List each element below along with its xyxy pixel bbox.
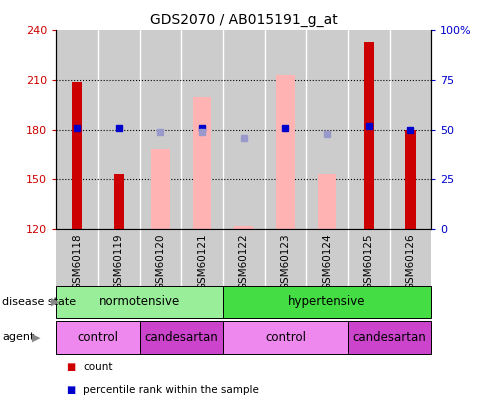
Bar bbox=[151, 149, 170, 229]
Text: control: control bbox=[77, 331, 119, 344]
Bar bbox=[114, 174, 124, 229]
Bar bbox=[348, 321, 431, 354]
Bar bbox=[56, 321, 140, 354]
Bar bbox=[56, 30, 98, 229]
Bar bbox=[140, 30, 181, 229]
Text: GSM60120: GSM60120 bbox=[155, 233, 166, 290]
Bar bbox=[223, 229, 265, 286]
Bar bbox=[364, 42, 374, 229]
Bar bbox=[181, 229, 223, 286]
Text: GSM60125: GSM60125 bbox=[364, 233, 374, 290]
Text: ▶: ▶ bbox=[32, 333, 40, 342]
Text: ■: ■ bbox=[66, 362, 75, 373]
Bar bbox=[223, 286, 431, 318]
Text: count: count bbox=[83, 362, 113, 373]
Text: candesartan: candesartan bbox=[353, 331, 426, 344]
Bar bbox=[56, 229, 98, 286]
Bar bbox=[72, 82, 82, 229]
Bar bbox=[348, 30, 390, 229]
Text: GSM60121: GSM60121 bbox=[197, 233, 207, 290]
Text: GSM60123: GSM60123 bbox=[280, 233, 291, 290]
Bar bbox=[98, 30, 140, 229]
Bar bbox=[223, 321, 348, 354]
Bar bbox=[223, 30, 265, 229]
Text: GSM60122: GSM60122 bbox=[239, 233, 249, 290]
Bar bbox=[276, 75, 295, 229]
Bar bbox=[348, 229, 390, 286]
Text: normotensive: normotensive bbox=[99, 295, 180, 308]
Bar bbox=[265, 30, 306, 229]
Bar bbox=[193, 96, 212, 229]
Bar bbox=[390, 30, 431, 229]
Text: GSM60118: GSM60118 bbox=[72, 233, 82, 290]
Text: ■: ■ bbox=[66, 385, 75, 395]
Text: agent: agent bbox=[2, 333, 35, 342]
Bar bbox=[140, 229, 181, 286]
Text: control: control bbox=[265, 331, 306, 344]
Text: hypertensive: hypertensive bbox=[288, 295, 366, 308]
Text: candesartan: candesartan bbox=[145, 331, 218, 344]
Bar bbox=[56, 286, 223, 318]
Bar bbox=[265, 229, 306, 286]
Text: percentile rank within the sample: percentile rank within the sample bbox=[83, 385, 259, 395]
Title: GDS2070 / AB015191_g_at: GDS2070 / AB015191_g_at bbox=[150, 13, 338, 27]
Text: ▶: ▶ bbox=[50, 297, 59, 307]
Text: disease state: disease state bbox=[2, 297, 76, 307]
Bar bbox=[306, 30, 348, 229]
Bar bbox=[390, 229, 431, 286]
Text: GSM60119: GSM60119 bbox=[114, 233, 124, 290]
Text: GSM60124: GSM60124 bbox=[322, 233, 332, 290]
Bar bbox=[140, 321, 223, 354]
Bar bbox=[181, 30, 223, 229]
Bar bbox=[98, 229, 140, 286]
Bar bbox=[306, 229, 348, 286]
Bar bbox=[405, 130, 416, 229]
Text: GSM60126: GSM60126 bbox=[405, 233, 416, 290]
Bar bbox=[318, 174, 337, 229]
Bar bbox=[234, 226, 253, 229]
